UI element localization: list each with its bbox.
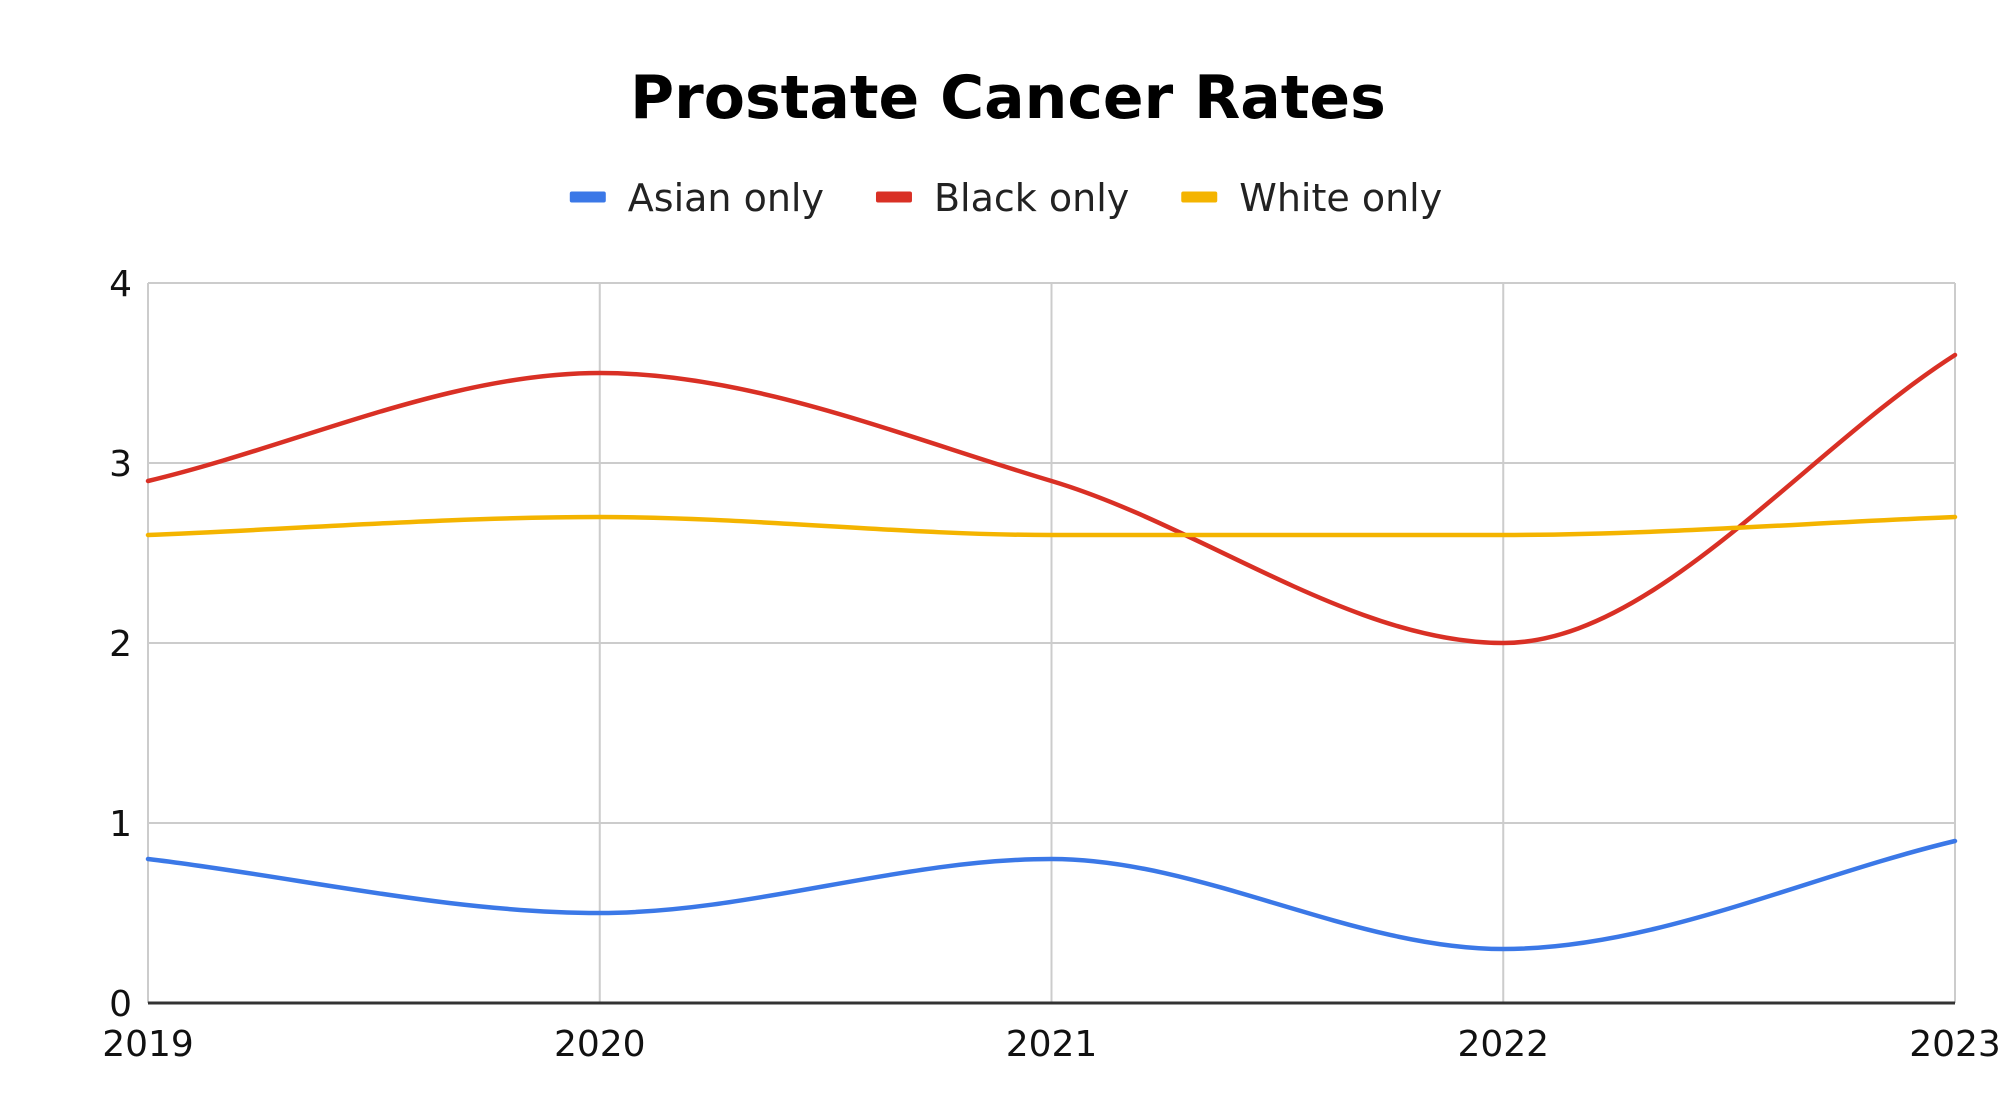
legend-swatch-black-only [875,191,912,203]
series-line-black-only [145,352,1958,646]
legend-swatch-asian-only [569,191,606,203]
chart-title: Prostate Cancer Rates [630,63,1386,133]
legend-item-white-only: White only [1181,176,1442,220]
legend-item-asian-only: Asian only [569,176,824,220]
legend-label-black-only: Black only [934,176,1129,220]
legend-swatch-white-only [1181,191,1218,203]
x-axis-ticks: 2019 2020 2021 2022 2023 [102,1024,2000,1065]
series-group [145,352,1958,952]
y-axis-ticks: 0 1 2 3 4 [109,264,132,1025]
series-line-asian-only [145,838,1958,952]
y-tick-label-0: 0 [109,984,132,1025]
legend: Asian only Black only White only [569,176,1442,220]
y-tick-label-3: 3 [109,444,132,485]
x-tick-label-2020: 2020 [554,1024,646,1065]
y-tick-label-4: 4 [109,264,132,305]
x-tick-label-2022: 2022 [1457,1024,1549,1065]
legend-item-black-only: Black only [875,176,1129,220]
y-tick-label-2: 2 [109,624,132,665]
y-tick-label-1: 1 [109,804,132,845]
x-tick-label-2023: 2023 [1909,1024,2000,1065]
series-line-white-only [145,514,1958,538]
legend-label-asian-only: Asian only [628,176,824,220]
x-tick-label-2019: 2019 [102,1024,194,1065]
legend-label-white-only: White only [1239,176,1442,220]
x-tick-label-2021: 2021 [1006,1024,1098,1065]
grid [147,282,1956,1003]
